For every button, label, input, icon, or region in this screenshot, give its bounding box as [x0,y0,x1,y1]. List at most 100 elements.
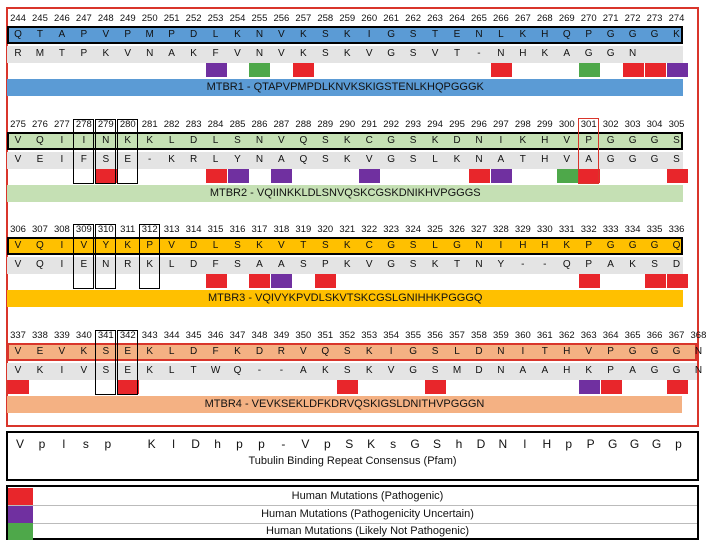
sequence-residue: N [102,135,110,146]
residue-number: 347 [229,330,246,341]
variant-residue: T [58,48,65,59]
residue-number: 355 [405,330,422,341]
residue-number: 246 [53,13,70,24]
residue-number: 278 [75,119,92,130]
residue-number: 312 [141,224,158,235]
variant-residue: V [80,365,88,376]
sequence-residue: P [585,240,593,251]
variant-residue: A [563,48,571,59]
variant-residue: D [672,259,681,270]
variant-residue: S [431,365,439,376]
residue-number: 328 [492,224,509,235]
pathogenic-mutation-cell [337,380,359,394]
residue-number: 309 [75,224,92,235]
residue-number: 332 [580,224,597,235]
variant-residue: S [102,365,110,376]
sequence-residue: Q [299,135,308,146]
residue-number: 295 [449,119,465,130]
sequence-residue: C [365,240,373,251]
variant-residue: F [212,259,219,270]
sequence-residue: H [519,240,527,251]
sequence-residue: N [475,29,483,40]
sequence-residue: Q [14,29,22,40]
sequence-residue: P [80,29,88,40]
sequence-residue: H [541,29,549,40]
sequence-residue: V [168,240,175,251]
residue-number: 256 [273,13,290,24]
variant-residue: S [102,154,110,165]
variant-residue: V [365,48,373,59]
residue-number: 289 [317,119,334,130]
residue-number: 300 [558,119,575,130]
variant-residue: G [584,48,593,59]
variant-residue: N [497,48,505,59]
variant-residue: V [14,259,22,270]
residue-number: 342 [119,330,136,341]
variant-residue: S [300,259,307,270]
sequence-residue: G [650,240,659,251]
consensus-residue: p [38,437,46,451]
variant-residue: K [343,48,351,59]
residue-number: 319 [295,224,312,235]
variant-residue: K [102,48,110,59]
variant-residue: A [519,365,527,376]
consensus-residue: s [82,437,89,451]
pathogenic-mutation-cell [600,380,622,394]
sequence-residue: K [124,240,132,251]
highlight-column-box [94,224,116,289]
variant-residue: P [80,48,88,59]
residue-number: 350 [295,330,312,341]
variant-residue: V [563,154,571,165]
variant-residue: S [234,259,241,270]
residue-number: 269 [558,13,575,24]
residue-number: 335 [646,224,663,235]
sequence-residue: K [563,240,571,251]
pathogenic-mutation-cell [490,63,512,77]
variant-residue: V [365,259,373,270]
consensus-residue: S [433,437,442,451]
alignment-panel [6,7,699,427]
residue-number: 316 [229,224,246,235]
variant-residue: K [585,365,593,376]
sequence-residue: K [256,240,263,251]
residue-number: 252 [185,13,202,24]
residue-number: 357 [449,330,465,341]
consensus-residue: P [586,437,595,451]
residue-number: 358 [471,330,487,341]
residue-number: 318 [273,224,290,235]
sequence-residue: G [606,29,615,40]
variant-residue: M [35,48,45,59]
residue-number: 290 [339,119,356,130]
variant-residue: E [80,259,88,270]
variant-residue: G [409,365,417,376]
variant-residue: K [365,365,373,376]
sequence-residue: K [343,240,351,251]
sequence-residue: G [672,346,681,357]
variant-residue: A [585,154,593,165]
sequence-residue: I [82,135,86,146]
sequence-residue: I [499,240,503,251]
residue-number: 293 [405,119,422,130]
consensus-residue: K [147,437,156,451]
highlight-column-box [138,224,160,289]
residue-number: 272 [624,13,641,24]
variant-residue: I [60,259,64,270]
consensus-residue: l [523,437,527,451]
residue-number: 323 [383,224,400,235]
variant-residue: - [279,365,284,376]
consensus-residue: h [214,437,221,451]
sequence-residue: Q [562,29,571,40]
benign-mutation-cell [578,63,600,77]
variant-residue: L [212,154,219,165]
variant-residue: V [387,365,395,376]
variant-residue: K [146,259,154,270]
residue-number: 276 [32,119,48,130]
sequence-residue: V [80,240,88,251]
residue-number: 308 [53,224,70,235]
sequence-residue: K [673,29,680,40]
variant-residue: A [541,365,549,376]
variant-residue: G [672,365,681,376]
variant-residue: G [387,259,396,270]
sequence-residue: H [563,346,571,357]
sequence-residue: S [321,135,329,146]
